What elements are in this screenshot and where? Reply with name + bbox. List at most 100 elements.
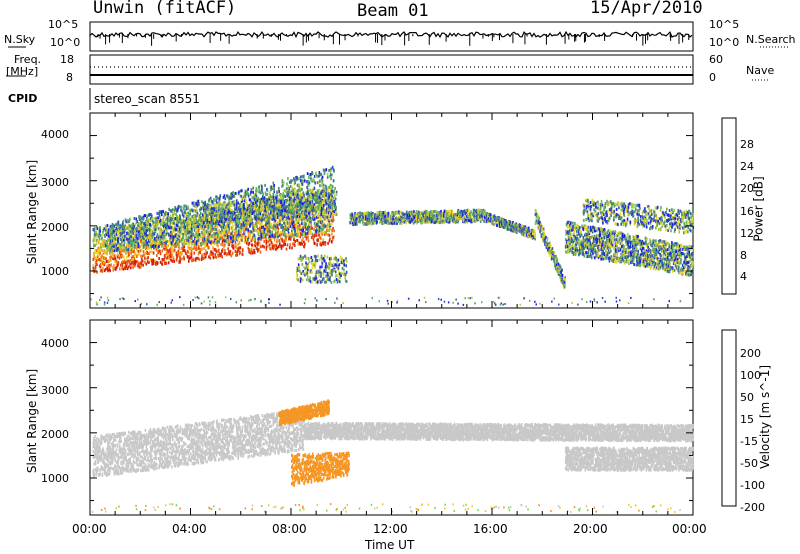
power-cell xyxy=(330,167,333,171)
power-cell xyxy=(328,169,330,172)
power-cell xyxy=(203,228,206,232)
power-cell xyxy=(144,225,147,229)
power-cell xyxy=(162,246,165,250)
power-cell xyxy=(273,235,275,239)
power-cell xyxy=(326,172,329,176)
power-cell xyxy=(154,216,156,220)
power-cell xyxy=(307,239,310,243)
power-cell xyxy=(171,247,174,251)
power-cell xyxy=(190,249,193,253)
power-cell xyxy=(295,223,298,227)
power-cell xyxy=(258,185,260,189)
power-cell xyxy=(201,224,204,228)
power-cell xyxy=(173,248,176,252)
power-cell xyxy=(150,257,152,261)
power-cell xyxy=(233,211,236,215)
power-cell xyxy=(251,243,254,247)
power-cell xyxy=(181,251,183,255)
power-cell xyxy=(332,218,335,222)
power-cell xyxy=(270,195,272,199)
power-cell xyxy=(202,228,205,231)
power-cell xyxy=(214,211,217,215)
power-cell xyxy=(168,257,171,261)
power-cell xyxy=(305,222,307,226)
power-cell xyxy=(203,221,205,225)
power-cell xyxy=(131,229,133,233)
power-cell xyxy=(310,230,312,234)
power-cell xyxy=(276,246,279,250)
power-cell xyxy=(191,215,193,219)
power-cell xyxy=(161,213,163,217)
power-cell xyxy=(117,220,120,224)
power-cell xyxy=(243,207,245,210)
power-cell xyxy=(119,232,122,235)
power-cell xyxy=(254,228,257,232)
power-cell xyxy=(259,250,262,254)
power-cell xyxy=(291,179,293,183)
power-cell xyxy=(266,233,268,236)
power-cell xyxy=(259,224,262,227)
power-cell xyxy=(245,227,247,231)
power-cell xyxy=(156,244,158,248)
power-cell xyxy=(267,236,270,240)
power-cell xyxy=(204,225,206,229)
power-cell xyxy=(135,239,137,242)
power-cell xyxy=(264,206,267,210)
power-cell xyxy=(153,220,155,224)
power-cell xyxy=(329,183,332,187)
power-cell xyxy=(133,224,135,228)
power-cell xyxy=(169,238,171,242)
power-cell xyxy=(145,221,148,225)
power-cell xyxy=(103,249,106,253)
power-cell xyxy=(205,252,207,256)
power-cell xyxy=(123,230,125,234)
power-cell xyxy=(108,245,111,249)
power-cell xyxy=(175,258,178,262)
power-cell xyxy=(196,200,199,204)
power-cell xyxy=(112,265,114,269)
power-cell xyxy=(188,259,190,263)
power-cell xyxy=(181,224,183,228)
power-cell xyxy=(183,214,185,218)
power-cell xyxy=(101,254,103,258)
power-cell xyxy=(140,239,142,243)
power-cell xyxy=(308,175,310,179)
power-cell xyxy=(286,216,288,220)
power-cell xyxy=(174,207,176,211)
power-cell xyxy=(104,261,106,265)
power-cell xyxy=(165,246,168,250)
power-cell xyxy=(129,248,131,252)
power-cell xyxy=(252,190,254,194)
power-cell xyxy=(214,241,216,245)
power-cell xyxy=(201,253,203,257)
power-cell xyxy=(167,212,169,216)
power-cell xyxy=(141,220,144,224)
power-cell xyxy=(294,244,296,247)
power-cell xyxy=(330,177,333,181)
power-cell xyxy=(199,208,201,212)
power-cell xyxy=(286,221,289,225)
power-cell xyxy=(104,257,106,261)
power-cell xyxy=(180,247,183,250)
power-cell xyxy=(222,212,224,216)
power-cell xyxy=(175,227,177,231)
power-cell xyxy=(217,244,219,248)
power-cell xyxy=(97,252,99,256)
power-cell xyxy=(193,201,195,205)
power-cell xyxy=(124,234,127,238)
power-cell xyxy=(210,204,213,208)
power-cell xyxy=(139,235,142,239)
power-cell xyxy=(94,244,96,247)
power-cell xyxy=(165,244,167,248)
power-cell xyxy=(94,256,96,260)
power-cell xyxy=(159,232,161,235)
power-cell xyxy=(177,204,180,208)
power-cell xyxy=(323,171,326,175)
power-cell xyxy=(274,211,277,215)
power-cell xyxy=(111,249,113,253)
power-cell xyxy=(193,225,195,229)
power-cell xyxy=(135,253,137,256)
power-cell xyxy=(203,247,205,251)
power-cell xyxy=(136,253,139,257)
